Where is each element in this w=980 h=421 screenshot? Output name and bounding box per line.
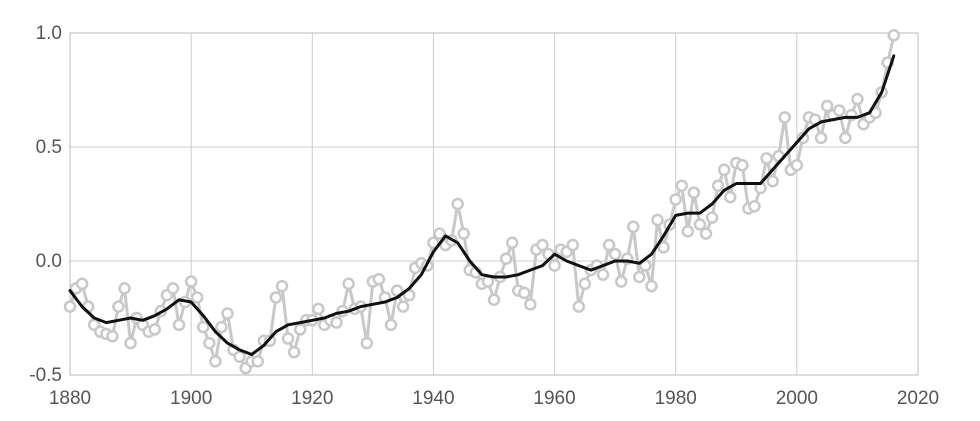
x-tick-label-1880: 1880 <box>49 388 91 409</box>
annual-point-1924 <box>330 316 343 329</box>
annual-point-1969 <box>602 238 616 252</box>
annual-point-1911 <box>251 355 265 368</box>
annual-point-1952 <box>499 252 513 265</box>
annual-point-1918 <box>293 323 307 336</box>
annual-point-1915 <box>275 279 289 293</box>
annual-point-1898 <box>172 318 186 332</box>
annual-point-1973 <box>627 220 640 234</box>
annual-point-1960 <box>548 259 561 272</box>
annual-point-1980 <box>669 193 682 206</box>
x-tick-label-1960: 1960 <box>533 388 575 409</box>
annual-point-1963 <box>566 238 579 252</box>
annual-point-1940 <box>427 236 440 250</box>
annual-point-1956 <box>524 298 537 311</box>
annual-point-1921 <box>312 302 325 316</box>
annual-point-1935 <box>396 300 410 313</box>
annual-point-1889 <box>118 282 131 295</box>
smoothed-series <box>68 54 896 356</box>
annual-point-2005 <box>820 99 834 113</box>
annual-point-1970 <box>608 247 622 261</box>
horizontal-gridlines <box>70 32 918 376</box>
annual-point-1901 <box>190 291 204 304</box>
y-tick-label-0.0: 0.0 <box>36 251 62 272</box>
annual-point-2016 <box>887 29 901 42</box>
x-tick-label-1900: 1900 <box>170 388 212 409</box>
annual-point-1914 <box>269 291 283 304</box>
annual-point-1981 <box>675 179 689 193</box>
annual-point-1917 <box>287 345 301 359</box>
annual-point-1998 <box>778 111 791 124</box>
annual-point-1977 <box>651 213 664 227</box>
annual-point-1902 <box>197 320 210 334</box>
annual-series-line <box>68 34 896 370</box>
annual-point-1890 <box>124 336 137 350</box>
annual-point-1978 <box>657 241 670 254</box>
annual-point-1982 <box>681 225 695 238</box>
annual-point-1993 <box>748 200 761 213</box>
annual-point-1950 <box>487 293 501 307</box>
annual-point-1987 <box>711 179 725 193</box>
annual-point-1996 <box>766 174 779 188</box>
annual-point-1906 <box>221 307 234 320</box>
annual-point-1941 <box>433 227 446 240</box>
annual-point-1985 <box>699 227 713 240</box>
annual-point-2008 <box>839 131 852 145</box>
annual-point-1964 <box>572 300 586 313</box>
annual-point-2007 <box>833 104 846 117</box>
annual-point-1905 <box>215 320 228 334</box>
x-tick-label-1980: 1980 <box>655 388 697 409</box>
annual-point-1974 <box>633 270 646 284</box>
annual-point-1983 <box>687 186 701 199</box>
x-tick-label-2020: 2020 <box>897 388 939 409</box>
annual-point-1958 <box>536 238 549 252</box>
annual-point-1986 <box>705 211 719 224</box>
smoothed-series-line <box>68 54 896 356</box>
x-tick-label-1940: 1940 <box>412 388 454 409</box>
annual-point-1904 <box>209 355 222 368</box>
annual-point-1888 <box>112 300 125 313</box>
y-tick-label-0.5: 0.5 <box>36 137 62 158</box>
annual-series <box>63 29 901 375</box>
y-tick-label-1.0: 1.0 <box>36 23 62 44</box>
annual-point-1926 <box>342 277 355 291</box>
annual-point-1880 <box>63 300 77 313</box>
annual-point-1953 <box>505 236 519 250</box>
annual-point-1929 <box>360 336 374 350</box>
y-axis-tick-labels: -0.5 0.0 0.5 1.0 <box>29 23 62 386</box>
annual-point-1991 <box>736 158 749 172</box>
annual-point-1945 <box>457 227 470 240</box>
vertical-gridlines <box>69 33 919 375</box>
annual-point-1968 <box>596 268 610 281</box>
annual-point-1965 <box>578 277 592 291</box>
annual-point-1988 <box>717 163 731 177</box>
x-tick-label-1920: 1920 <box>291 388 333 409</box>
annual-point-1933 <box>384 318 398 332</box>
annual-point-1944 <box>451 197 464 211</box>
y-tick-label--0.5: -0.5 <box>29 365 62 386</box>
annual-point-1976 <box>645 279 658 293</box>
annual-point-1984 <box>693 218 707 231</box>
annual-point-1897 <box>166 282 180 295</box>
annual-point-2000 <box>790 158 804 172</box>
annual-point-1894 <box>148 323 162 336</box>
annual-point-1916 <box>281 332 295 345</box>
annual-point-2010 <box>851 92 864 106</box>
annual-point-2004 <box>814 131 828 145</box>
annual-point-1908 <box>233 350 246 364</box>
x-axis-tick-labels: 1880 1900 1920 1940 1960 1980 2000 2020 <box>49 388 939 409</box>
annual-point-1955 <box>518 286 531 300</box>
annual-point-1971 <box>614 275 628 288</box>
annual-point-1995 <box>760 152 773 165</box>
annual-point-1903 <box>203 336 216 350</box>
x-tick-label-2000: 2000 <box>776 388 818 409</box>
annual-point-1989 <box>723 190 737 204</box>
annual-point-1900 <box>184 275 198 288</box>
annual-point-1882 <box>75 277 89 291</box>
annual-point-1931 <box>372 272 386 286</box>
annual-point-1887 <box>106 329 119 343</box>
plot-frame <box>69 32 919 376</box>
